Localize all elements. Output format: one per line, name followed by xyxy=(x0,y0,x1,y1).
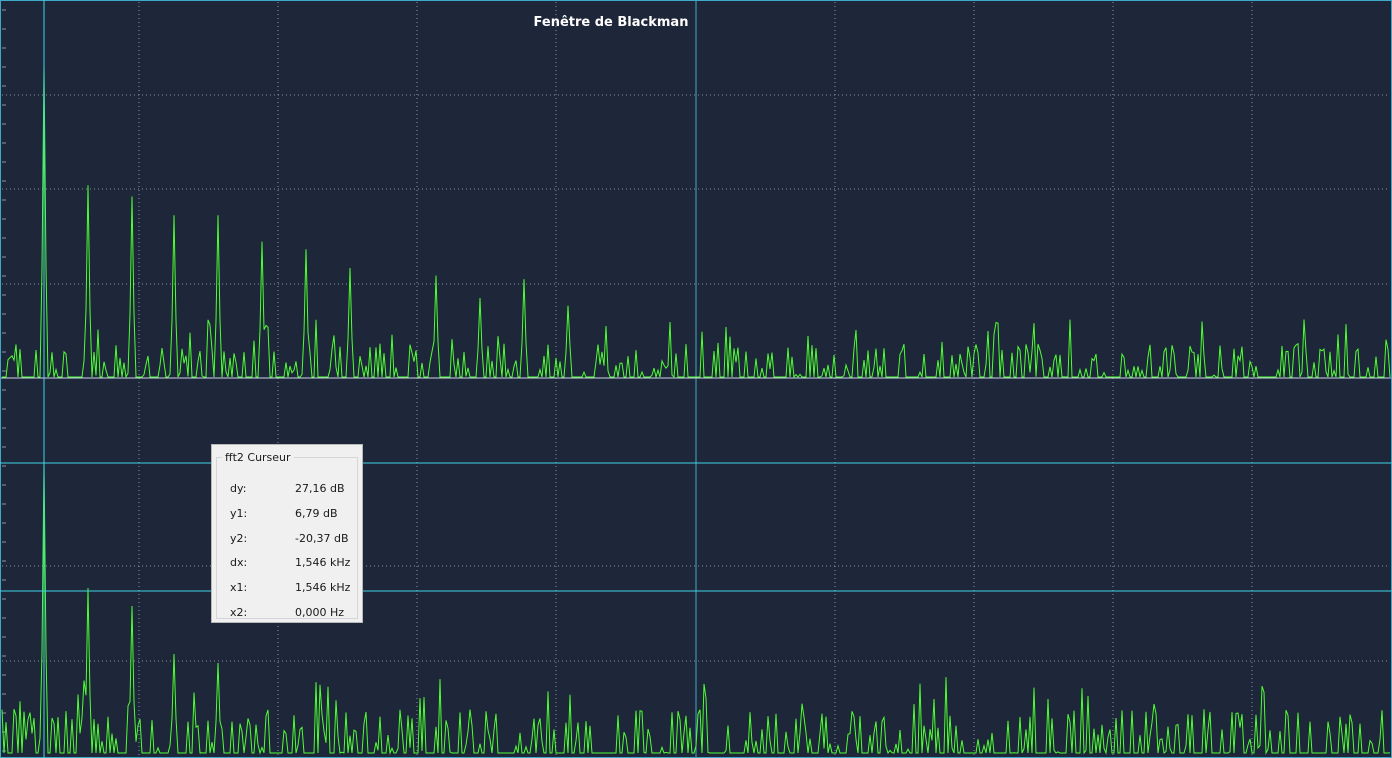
readout-value: 27,16 dB xyxy=(295,482,345,495)
readout-row-dy: dy: 27,16 dB xyxy=(212,481,362,497)
readout-value: 0,000 Hz xyxy=(295,606,345,619)
readout-row-dx: dx: 1,546 kHz xyxy=(212,555,362,571)
readout-value: 1,546 kHz xyxy=(295,581,351,594)
readout-row-x1: x1: 1,546 kHz xyxy=(212,580,362,596)
readout-label: y2: xyxy=(230,532,248,545)
chart-title: Fenêtre de Blackman xyxy=(534,15,689,30)
readout-value: -20,37 dB xyxy=(295,532,349,545)
readout-label: x1: xyxy=(230,581,248,594)
cursor-panel-title: fft2 Curseur xyxy=(222,451,294,465)
top-spectrum-pane xyxy=(2,64,1391,379)
spectrum-trace xyxy=(1,461,1391,755)
spectrum-trace xyxy=(2,64,1391,379)
readout-row-x2: x2: 0,000 Hz xyxy=(212,605,362,621)
readout-label: dx: xyxy=(230,556,248,569)
readout-label: dy: xyxy=(230,482,247,495)
readout-label: x2: xyxy=(230,606,248,619)
readout-value: 6,79 dB xyxy=(295,507,338,520)
readout-label: y1: xyxy=(230,507,248,520)
bottom-spectrum-pane xyxy=(1,461,1391,755)
readout-row-y1: y1: 6,79 dB xyxy=(212,506,362,522)
cursor-readout-panel: fft2 Curseur dy: 27,16 dB y1: 6,79 dB y2… xyxy=(211,444,363,623)
readout-value: 1,546 kHz xyxy=(295,556,351,569)
readout-row-y2: y2: -20,37 dB xyxy=(212,531,362,547)
